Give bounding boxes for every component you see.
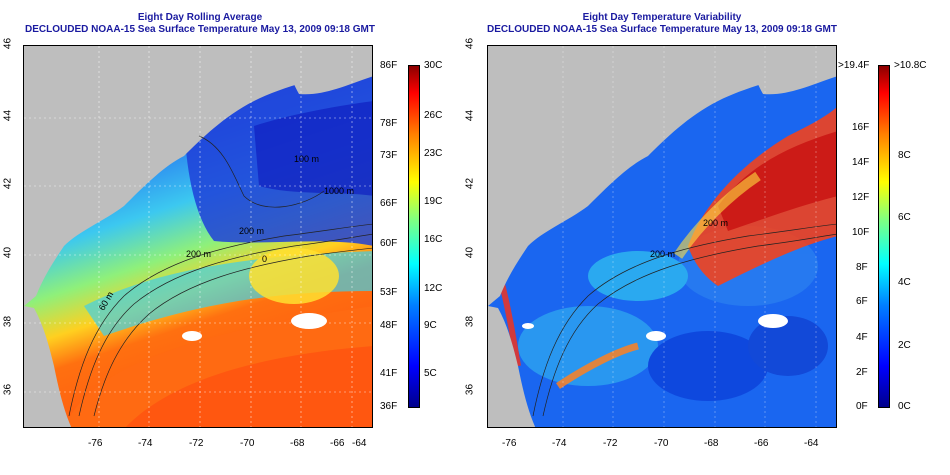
right-lat-40: 40 — [464, 246, 476, 259]
left-sst-map: 200 m 100 m 60 m 1000 m 200 m 0 — [23, 45, 373, 428]
right-lon-70: -70 — [654, 438, 669, 449]
right-lon-68: -68 — [704, 438, 719, 449]
left-cbar-f-48: 48F — [380, 320, 398, 331]
left-cbar-f-78: 78F — [380, 118, 398, 129]
left-cbar-c-9: 9C — [424, 320, 437, 331]
left-cbar-f-73: 73F — [380, 150, 398, 161]
right-contour-label-200m-b: 200 m — [703, 218, 729, 228]
right-cbar-c-4: 4C — [898, 277, 911, 288]
left-lon-70: -70 — [240, 438, 255, 449]
right-cbar-f-10: 10F — [852, 227, 870, 238]
right-cbar-c-0: 0C — [898, 401, 911, 412]
left-lon-72: -72 — [189, 438, 204, 449]
right-cbar-f-0: 0F — [856, 401, 868, 412]
left-cbar-f-60: 60F — [380, 238, 398, 249]
right-cbar-f-14: 14F — [852, 157, 870, 168]
left-cbar-f-53: 53F — [380, 287, 398, 298]
contour-label-1000m: 1000 m — [324, 186, 355, 196]
left-lat-44: 44 — [2, 109, 14, 122]
right-colorbar — [878, 65, 890, 408]
right-lat-36: 36 — [464, 383, 476, 396]
right-cbar-f-19: >19.4F — [838, 60, 870, 71]
left-cbar-c-30: 30C — [424, 60, 443, 71]
right-cbar-f-16: 16F — [852, 122, 870, 133]
left-lon-76: -76 — [88, 438, 103, 449]
right-cbar-c-2: 2C — [898, 340, 911, 351]
left-cbar-c-12: 12C — [424, 283, 443, 294]
left-lat-38: 38 — [2, 315, 14, 328]
right-lat-38: 38 — [464, 315, 476, 328]
left-lat-42: 42 — [2, 177, 14, 190]
left-lon-64: -64 — [352, 438, 367, 449]
left-cbar-c-26: 26C — [424, 110, 443, 121]
right-cbar-f-2: 2F — [856, 367, 868, 378]
left-cbar-c-5: 5C — [424, 368, 437, 379]
left-lat-36: 36 — [2, 383, 14, 396]
right-title-line2: DECLOUDED NOAA-15 Sea Surface Temperatur… — [487, 24, 837, 35]
left-cbar-f-36: 36F — [380, 401, 398, 412]
right-lon-64: -64 — [804, 438, 819, 449]
right-cbar-f-4: 4F — [856, 332, 868, 343]
right-cbar-c-6: 6C — [898, 212, 911, 223]
left-colorbar — [408, 65, 420, 408]
right-lon-76: -76 — [502, 438, 517, 449]
left-lat-40: 40 — [2, 246, 14, 259]
left-lat-46: 46 — [2, 37, 14, 50]
left-title-line2: DECLOUDED NOAA-15 Sea Surface Temperatur… — [25, 24, 375, 35]
contour-label-200m: 200 m — [186, 249, 212, 259]
right-cbar-c-8: 8C — [898, 150, 911, 161]
left-lon-74: -74 — [138, 438, 153, 449]
contour-label-200m-b: 200 m — [239, 226, 265, 236]
left-cbar-c-23: 23C — [424, 148, 443, 159]
left-cbar-f-41: 41F — [380, 368, 398, 379]
left-title-line1: Eight Day Rolling Average — [137, 12, 263, 23]
left-lon-68: -68 — [290, 438, 305, 449]
left-cbar-c-16: 16C — [424, 234, 443, 245]
right-cbar-f-12: 12F — [852, 192, 870, 203]
right-lat-46: 46 — [464, 37, 476, 50]
right-contour-label-200m: 200 m — [650, 249, 676, 259]
contour-label-0: 0 — [262, 254, 268, 264]
right-variability-map: 200 m 200 m — [487, 45, 837, 428]
right-cbar-f-8: 8F — [856, 262, 868, 273]
right-lat-44: 44 — [464, 109, 476, 122]
right-title-line1: Eight Day Temperature Variability — [582, 12, 742, 23]
left-cbar-f-86: 86F — [380, 60, 398, 71]
right-cbar-c-10-8: >10.8C — [894, 60, 927, 71]
right-lat-42: 42 — [464, 177, 476, 190]
left-cbar-c-19: 19C — [424, 196, 443, 207]
right-lon-66: -66 — [754, 438, 769, 449]
right-cbar-f-6: 6F — [856, 296, 868, 307]
right-lon-74: -74 — [552, 438, 567, 449]
left-lon-66: -66 — [330, 438, 345, 449]
contour-label-100m: 100 m — [294, 154, 320, 164]
right-lon-72: -72 — [603, 438, 618, 449]
left-cbar-f-66: 66F — [380, 198, 398, 209]
